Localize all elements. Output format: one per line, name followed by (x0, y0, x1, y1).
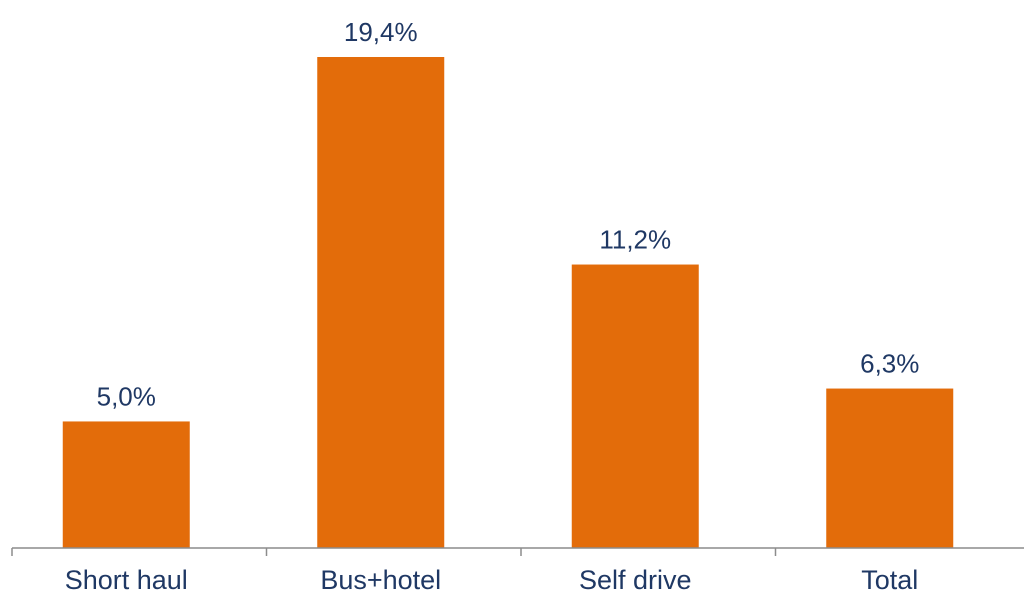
category-label: Self drive (579, 565, 692, 595)
category-label: Bus+hotel (320, 565, 441, 595)
category-labels-layer: Short haul Bus+hotel Self drive Total (65, 565, 919, 595)
value-label: 11,2% (599, 225, 671, 255)
category-label: Short haul (65, 565, 188, 595)
bar-bus-hotel (317, 57, 445, 548)
bars-layer (62, 57, 954, 548)
bar-total (826, 388, 954, 548)
value-labels-layer: 5,0% 19,4% 11,2% 6,3% (97, 17, 920, 411)
value-label: 5,0% (97, 381, 156, 411)
category-label: Total (861, 565, 918, 595)
value-label: 19,4% (344, 17, 418, 47)
bar-short-haul (62, 421, 190, 548)
bar-self-drive (571, 264, 699, 548)
value-label: 6,3% (860, 349, 919, 379)
x-axis (11, 547, 1024, 556)
